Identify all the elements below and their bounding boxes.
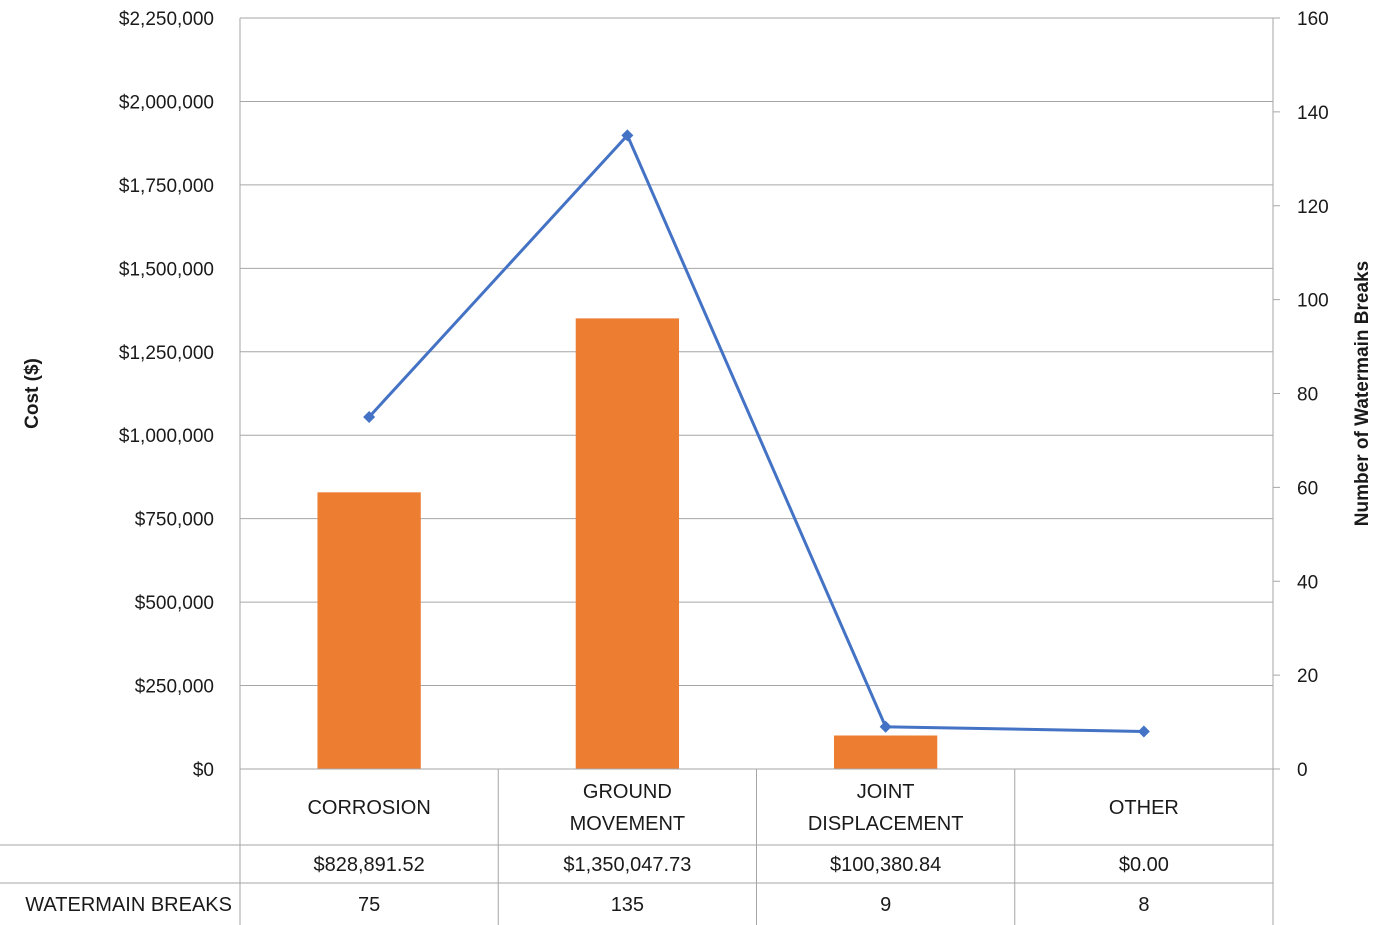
y2-tick-label: 100 xyxy=(1297,291,1329,312)
line-path xyxy=(368,133,1144,733)
category-label: OTHER xyxy=(1109,797,1179,819)
table-row-label: WATERMAIN BREAKS xyxy=(25,894,232,916)
line-marker xyxy=(621,129,634,142)
y-tick-label: $250,000 xyxy=(135,677,214,698)
y-tick-label: $750,000 xyxy=(135,510,214,531)
y2-tick-label: 20 xyxy=(1297,666,1318,687)
data-table: CORROSION GROUND MOVEMENT JOINT DISPLACEMENT… xyxy=(0,768,1274,925)
right-axis-ticks: 0 20 40 60 80 100 120 140 160 xyxy=(1273,9,1329,781)
table-cell: $828,891.52 xyxy=(314,854,425,876)
line-marker xyxy=(1137,725,1150,738)
bar xyxy=(575,318,680,769)
y2-tick-label: 60 xyxy=(1297,478,1318,499)
bar xyxy=(833,735,938,769)
line-marker xyxy=(879,720,892,733)
category-label: DISPLACEMENT xyxy=(808,813,964,835)
table-cell: 135 xyxy=(611,894,644,916)
line-series xyxy=(363,129,1150,738)
category-label: CORROSION xyxy=(307,797,430,819)
bar xyxy=(317,492,421,769)
y-tick-label: $2,000,000 xyxy=(119,92,214,113)
table-cell: $100,380.84 xyxy=(830,854,941,876)
category-label: GROUND xyxy=(583,781,672,803)
y-tick-label: $500,000 xyxy=(135,593,214,614)
category-label: JOINT xyxy=(857,781,915,803)
y-tick-label: $1,500,000 xyxy=(119,259,214,280)
line-marker xyxy=(363,410,376,423)
y2-axis-title: Number of Watermain Breaks xyxy=(1352,261,1373,526)
y2-tick-label: 160 xyxy=(1297,9,1329,30)
y-tick-label: $0 xyxy=(193,760,214,781)
y2-tick-label: 140 xyxy=(1297,103,1329,124)
bar-series xyxy=(317,318,938,769)
y2-tick-label: 120 xyxy=(1297,197,1329,218)
y-tick-label: $1,750,000 xyxy=(119,176,214,197)
y-axis-title: Cost ($) xyxy=(22,358,43,429)
table-cell: 75 xyxy=(358,894,380,916)
y-tick-label: $1,250,000 xyxy=(119,343,214,364)
y2-tick-label: 0 xyxy=(1297,760,1308,781)
table-cell: 9 xyxy=(880,894,891,916)
y-tick-label: $2,250,000 xyxy=(119,9,214,30)
table-cell: 8 xyxy=(1138,894,1149,916)
y-tick-label: $1,000,000 xyxy=(119,426,214,447)
y2-tick-label: 40 xyxy=(1297,572,1318,593)
table-cell: $0.00 xyxy=(1119,854,1169,876)
left-axis-ticks: $0 $250,000 $500,000 $750,000 $1,000,000 $1,2… xyxy=(119,9,214,781)
table-cell: $1,350,047.73 xyxy=(563,854,691,876)
category-label: MOVEMENT xyxy=(570,813,686,835)
y2-tick-label: 80 xyxy=(1297,385,1318,406)
